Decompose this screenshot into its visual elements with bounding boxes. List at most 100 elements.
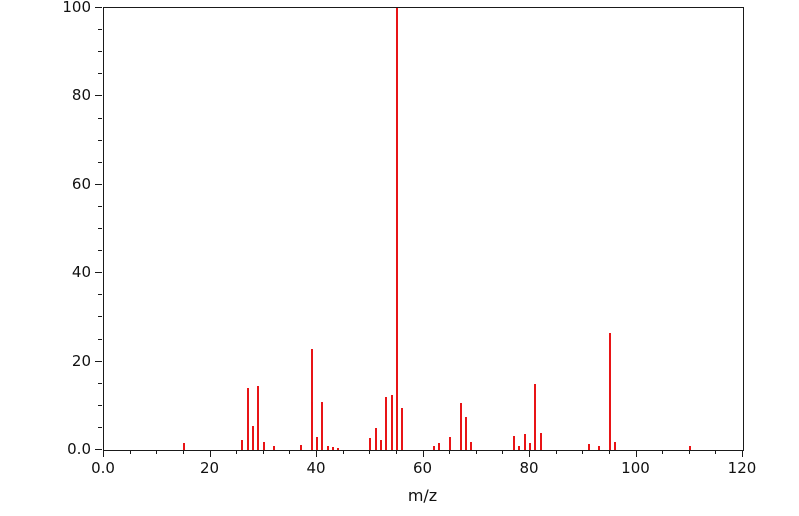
peak-line-mz-93 bbox=[598, 446, 601, 450]
y-minor-tick-50 bbox=[98, 228, 102, 229]
x-minor-tick-50 bbox=[369, 450, 371, 454]
y-minor-tick-65 bbox=[98, 161, 102, 163]
peak-line-mz-82 bbox=[539, 433, 542, 450]
peak-line-mz-42 bbox=[326, 445, 329, 450]
peak-line-mz-53 bbox=[385, 397, 388, 450]
y-tick-label-0.0: 0.0 bbox=[67, 440, 91, 458]
x-major-tick-40 bbox=[316, 450, 317, 457]
y-tick-label-100: 100 bbox=[62, 0, 91, 16]
y-minor-tick-90 bbox=[98, 51, 102, 53]
y-minor-tick-95 bbox=[98, 29, 102, 31]
peak-line-mz-63 bbox=[438, 442, 441, 450]
x-minor-tick-5 bbox=[129, 450, 131, 454]
y-major-tick-20 bbox=[95, 360, 102, 362]
peak-line-mz-39 bbox=[310, 348, 313, 450]
x-minor-tick-45 bbox=[342, 450, 344, 454]
peak-line-mz-29 bbox=[257, 385, 260, 450]
peak-line-mz-43 bbox=[331, 446, 334, 450]
y-tick-label-80: 80 bbox=[71, 86, 91, 105]
peak-line-mz-32 bbox=[273, 445, 276, 450]
y-tick-label-20: 20 bbox=[71, 351, 91, 370]
x-tick-label-60: 60 bbox=[412, 459, 433, 477]
x-tick-label-100: 100 bbox=[621, 459, 650, 477]
y-minor-tick-85 bbox=[98, 73, 102, 75]
peak-line-mz-68 bbox=[465, 417, 468, 450]
x-minor-tick-10 bbox=[156, 450, 158, 454]
x-minor-tick-15 bbox=[182, 450, 184, 454]
peak-line-mz-110 bbox=[688, 445, 691, 450]
peak-line-mz-52 bbox=[379, 439, 382, 450]
y-minor-tick-5 bbox=[98, 426, 102, 428]
y-major-tick-60 bbox=[95, 183, 102, 185]
y-minor-tick-35 bbox=[98, 294, 102, 296]
y-minor-tick-45 bbox=[98, 250, 102, 252]
y-tick-label-60: 60 bbox=[71, 174, 91, 193]
x-minor-tick-30 bbox=[262, 450, 264, 454]
peak-line-mz-54 bbox=[390, 395, 393, 450]
x-tick-label-120: 120 bbox=[727, 459, 757, 477]
peak-line-mz-15 bbox=[182, 443, 185, 450]
peak-line-mz-44 bbox=[337, 447, 340, 450]
x-minor-tick-65 bbox=[449, 450, 451, 454]
x-major-tick-80 bbox=[529, 450, 530, 457]
x-minor-tick-25 bbox=[236, 450, 238, 454]
y-major-tick-40 bbox=[95, 272, 102, 274]
peak-line-mz-26 bbox=[241, 439, 244, 450]
y-major-tick-80 bbox=[95, 95, 102, 97]
peak-line-mz-41 bbox=[321, 401, 324, 450]
x-major-tick-0 bbox=[103, 450, 104, 457]
peak-line-mz-55 bbox=[395, 8, 398, 450]
x-tick-label-0.0: 0.0 bbox=[91, 459, 115, 477]
x-minor-tick-70 bbox=[475, 450, 477, 454]
peak-line-mz-51 bbox=[374, 428, 377, 450]
peak-line-mz-65 bbox=[449, 437, 452, 450]
peak-line-mz-69 bbox=[470, 442, 473, 450]
peak-line-mz-95 bbox=[608, 332, 611, 450]
x-axis-label: m/z bbox=[407, 486, 438, 505]
y-minor-tick-30 bbox=[98, 316, 102, 318]
y-minor-tick-15 bbox=[98, 382, 102, 384]
peak-line-mz-96 bbox=[614, 441, 617, 450]
y-tick-label-40: 40 bbox=[71, 263, 91, 282]
plot-area bbox=[103, 7, 744, 451]
x-minor-tick-110 bbox=[688, 450, 690, 454]
y-minor-tick-10 bbox=[98, 404, 102, 406]
y-major-tick-0 bbox=[95, 449, 102, 450]
x-tick-label-80: 80 bbox=[519, 459, 539, 477]
x-tick-label-40: 40 bbox=[306, 459, 326, 477]
peak-line-mz-50 bbox=[369, 437, 372, 450]
x-minor-tick-90 bbox=[582, 450, 584, 454]
peak-line-mz-91 bbox=[587, 443, 590, 450]
peak-line-mz-30 bbox=[262, 441, 265, 450]
x-minor-tick-75 bbox=[502, 450, 504, 454]
x-minor-tick-85 bbox=[555, 450, 557, 454]
peak-line-mz-78 bbox=[518, 445, 521, 450]
y-minor-tick-75 bbox=[98, 117, 102, 119]
x-minor-tick-35 bbox=[289, 450, 291, 454]
peak-line-mz-80 bbox=[529, 442, 531, 450]
y-minor-tick-25 bbox=[98, 338, 102, 340]
peak-line-mz-62 bbox=[433, 445, 436, 450]
x-minor-tick-95 bbox=[608, 450, 610, 454]
peak-line-mz-67 bbox=[459, 403, 462, 450]
x-major-tick-20 bbox=[209, 450, 211, 457]
y-minor-tick-55 bbox=[98, 205, 102, 207]
peak-line-mz-81 bbox=[534, 384, 537, 450]
peak-line-mz-56 bbox=[401, 407, 404, 450]
peak-line-mz-37 bbox=[300, 444, 303, 450]
x-minor-tick-55 bbox=[395, 450, 397, 454]
peak-line-mz-79 bbox=[523, 433, 526, 450]
peak-line-mz-28 bbox=[252, 425, 255, 450]
peak-line-mz-27 bbox=[246, 388, 249, 450]
x-major-tick-100 bbox=[635, 450, 637, 457]
x-major-tick-120 bbox=[742, 450, 743, 457]
x-minor-tick-115 bbox=[715, 450, 717, 454]
x-tick-label-20: 20 bbox=[199, 459, 220, 477]
peak-line-mz-77 bbox=[513, 435, 516, 450]
peak-line-mz-40 bbox=[316, 436, 318, 450]
y-minor-tick-70 bbox=[98, 139, 102, 141]
x-minor-tick-105 bbox=[662, 450, 664, 454]
y-major-tick-100 bbox=[95, 7, 102, 8]
x-major-tick-60 bbox=[422, 450, 424, 457]
